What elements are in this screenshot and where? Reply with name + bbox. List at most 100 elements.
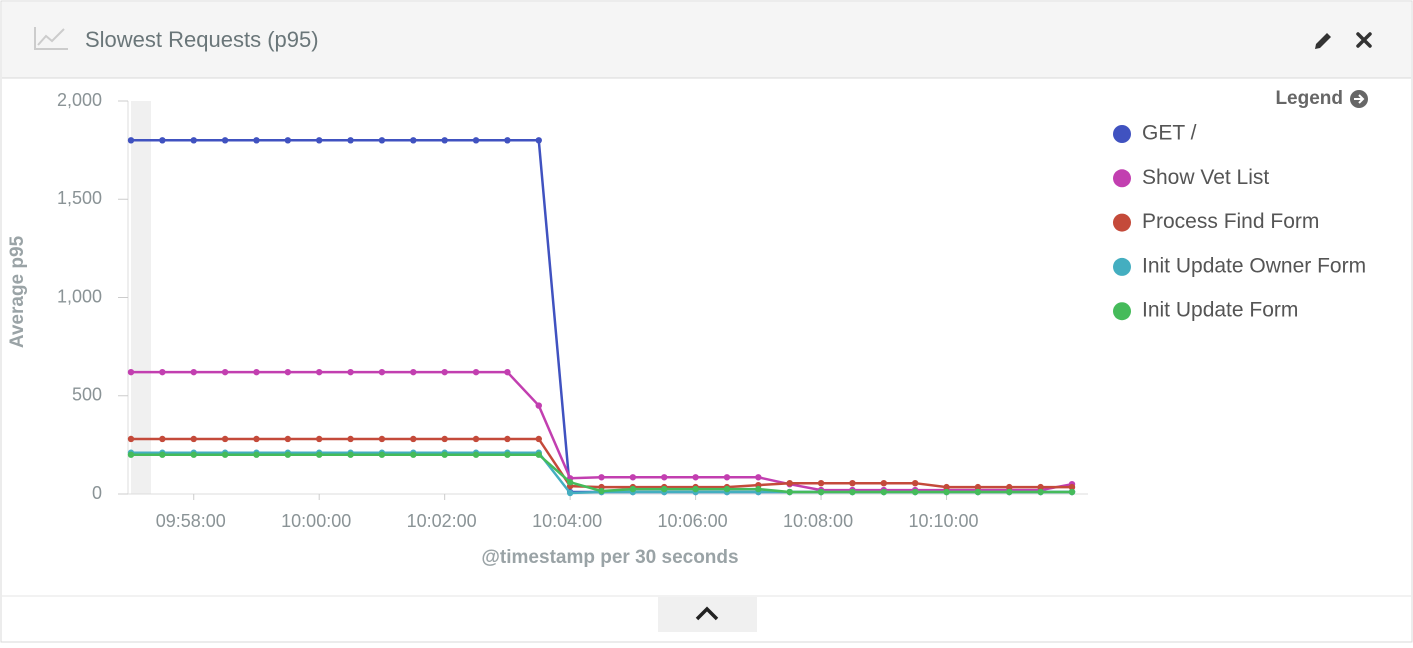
data-point[interactable] <box>441 451 448 458</box>
data-point[interactable] <box>284 451 292 458</box>
data-point[interactable] <box>127 435 135 443</box>
data-point[interactable] <box>535 402 542 409</box>
data-point[interactable] <box>441 435 448 443</box>
collapse-tab[interactable] <box>658 597 757 632</box>
legend-swatch[interactable] <box>1113 125 1131 143</box>
data-point[interactable] <box>221 435 229 443</box>
data-point[interactable] <box>472 368 480 376</box>
data-point[interactable] <box>504 368 511 376</box>
data-point[interactable] <box>566 479 574 486</box>
data-point[interactable] <box>504 435 511 443</box>
data-point[interactable] <box>316 451 323 458</box>
data-point[interactable] <box>692 474 699 481</box>
data-point[interactable] <box>347 368 354 376</box>
data-point[interactable] <box>755 485 762 493</box>
data-point[interactable] <box>253 368 260 376</box>
data-point[interactable] <box>347 435 354 443</box>
data-point[interactable] <box>378 451 386 458</box>
data-point[interactable] <box>504 137 511 144</box>
data-point[interactable] <box>849 488 856 496</box>
data-point[interactable] <box>943 483 950 491</box>
legend-entry[interactable]: Init Update Owner Form <box>1142 254 1366 277</box>
data-point[interactable] <box>316 368 323 376</box>
data-point[interactable] <box>284 435 292 443</box>
data-point[interactable] <box>284 137 292 144</box>
data-point[interactable] <box>974 483 982 491</box>
data-point[interactable] <box>911 488 919 496</box>
data-point[interactable] <box>598 487 605 495</box>
data-point[interactable] <box>221 368 229 376</box>
data-point[interactable] <box>316 137 323 144</box>
data-point[interactable] <box>190 368 197 376</box>
data-point[interactable] <box>535 137 542 144</box>
data-point[interactable] <box>159 137 166 144</box>
data-point[interactable] <box>504 451 511 458</box>
data-point[interactable] <box>943 488 950 496</box>
data-point[interactable] <box>410 451 417 458</box>
data-point[interactable] <box>410 435 417 443</box>
data-point[interactable] <box>190 137 197 144</box>
data-point[interactable] <box>190 435 197 443</box>
data-point[interactable] <box>221 137 229 144</box>
legend-entry[interactable]: Process Find Form <box>1142 210 1319 233</box>
legend-entry[interactable]: GET / <box>1142 122 1197 145</box>
edit-button[interactable] <box>1315 33 1331 49</box>
legend-title[interactable]: Legend <box>1275 88 1343 109</box>
collapse-chevron[interactable] <box>695 606 719 621</box>
data-point[interactable] <box>159 368 166 376</box>
data-point[interactable] <box>472 137 480 144</box>
data-point[interactable] <box>472 451 480 458</box>
legend-entry[interactable]: Init Update Form <box>1142 299 1298 322</box>
data-point[interactable] <box>755 474 762 481</box>
data-point[interactable] <box>221 451 229 458</box>
data-point[interactable] <box>1068 488 1076 496</box>
data-point[interactable] <box>535 435 542 443</box>
data-point[interactable] <box>410 368 417 376</box>
data-point[interactable] <box>911 479 919 487</box>
data-point[interactable] <box>1068 483 1076 491</box>
legend-swatch[interactable] <box>1113 302 1131 321</box>
data-point[interactable] <box>880 488 887 496</box>
data-point[interactable] <box>598 474 605 481</box>
data-point[interactable] <box>723 485 731 493</box>
data-point[interactable] <box>127 451 135 458</box>
data-point[interactable] <box>880 479 887 487</box>
data-point[interactable] <box>159 435 166 443</box>
data-point[interactable] <box>1006 488 1013 496</box>
legend-swatch[interactable] <box>1113 169 1131 188</box>
close-button[interactable] <box>1356 32 1372 48</box>
data-point[interactable] <box>253 137 260 144</box>
legend-swatch[interactable] <box>1113 213 1131 232</box>
data-point[interactable] <box>786 479 793 487</box>
data-point[interactable] <box>817 479 825 487</box>
data-point[interactable] <box>378 368 386 376</box>
data-point[interactable] <box>190 451 197 458</box>
data-point[interactable] <box>253 451 260 458</box>
data-point[interactable] <box>786 488 793 496</box>
data-point[interactable] <box>127 137 135 144</box>
data-point[interactable] <box>347 137 354 144</box>
data-point[interactable] <box>535 451 542 458</box>
data-point[interactable] <box>441 368 448 376</box>
data-point[interactable] <box>159 451 166 458</box>
data-point[interactable] <box>1037 488 1044 496</box>
data-point[interactable] <box>1006 483 1013 491</box>
data-point[interactable] <box>566 489 574 497</box>
data-point[interactable] <box>410 137 417 144</box>
data-point[interactable] <box>472 435 480 443</box>
data-point[interactable] <box>441 137 448 144</box>
data-point[interactable] <box>974 488 982 496</box>
data-point[interactable] <box>378 137 386 144</box>
data-point[interactable] <box>692 485 699 493</box>
data-point[interactable] <box>723 474 731 481</box>
data-point[interactable] <box>661 474 668 481</box>
data-point[interactable] <box>817 488 825 496</box>
legend-swatch[interactable] <box>1113 257 1131 276</box>
data-point[interactable] <box>284 368 292 376</box>
data-point[interactable] <box>1037 483 1044 491</box>
data-point[interactable] <box>316 435 323 443</box>
data-point[interactable] <box>378 435 386 443</box>
data-point[interactable] <box>253 435 260 443</box>
data-point[interactable] <box>661 485 668 493</box>
data-point[interactable] <box>629 474 637 481</box>
